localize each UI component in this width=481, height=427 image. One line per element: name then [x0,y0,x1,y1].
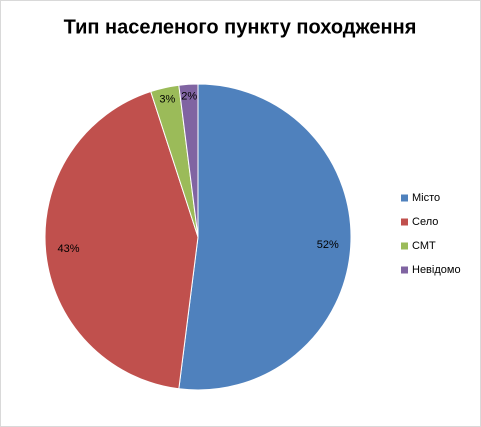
legend-label: Місто [412,192,440,204]
data-label: 3% [159,94,175,106]
pie-slice [178,83,352,391]
data-label: 52% [317,239,339,251]
pie-slice [178,83,199,238]
legend-marker [401,218,408,226]
legend-marker [401,194,408,202]
data-label: 43% [58,243,80,255]
legend-label: СМТ [412,240,436,252]
data-label: 2% [181,90,197,102]
legend-marker [401,242,408,250]
legend-marker [401,266,408,274]
chart-title: Тип населеного пункту походження [64,16,417,38]
legend-label: Невідомо [412,264,461,276]
legend-label: Село [412,216,438,228]
pie-slice [44,90,199,390]
